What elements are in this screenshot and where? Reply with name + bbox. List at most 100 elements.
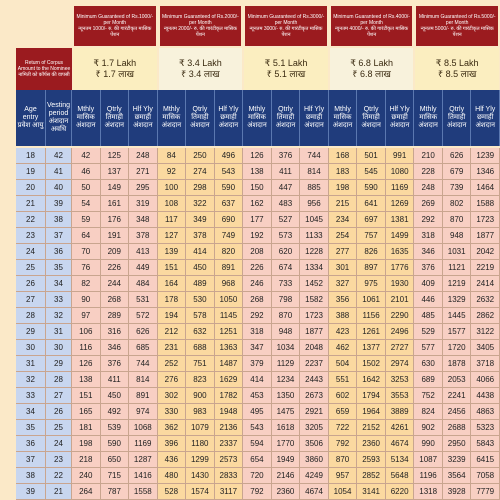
amount-cell: 3718 bbox=[471, 356, 500, 372]
text: 137 bbox=[107, 167, 121, 176]
amount-cell: 990 bbox=[414, 436, 443, 452]
text: 2042 bbox=[476, 247, 495, 256]
text: 6415 bbox=[476, 455, 495, 464]
text: 792 bbox=[335, 439, 350, 448]
text: 590 bbox=[364, 183, 378, 192]
text: 1475 bbox=[276, 407, 295, 416]
text: Hlf Yly bbox=[132, 106, 153, 113]
text: 975 bbox=[364, 279, 378, 288]
text: 824 bbox=[421, 407, 435, 416]
amount-cell: 198 bbox=[72, 436, 101, 452]
amount-cell: 1269 bbox=[385, 196, 415, 212]
text: 1121 bbox=[448, 263, 466, 272]
amount-cell: 4674 bbox=[385, 436, 415, 452]
text: 641 bbox=[364, 199, 378, 208]
amount-cell: 674 bbox=[271, 260, 301, 276]
text: 659 bbox=[335, 407, 350, 416]
text: 3506 bbox=[305, 439, 323, 448]
text: 29 bbox=[54, 359, 63, 368]
amount-cell: 450 bbox=[186, 260, 215, 276]
text: ₹ 6.8 Lakh bbox=[350, 58, 393, 68]
amount-cell: 2632 bbox=[471, 292, 500, 308]
text: 240 bbox=[79, 471, 93, 480]
amount-cell: 2688 bbox=[442, 420, 472, 436]
sub-header: Qtrly तिमाही अंशदान bbox=[100, 90, 130, 146]
amount-cell: 150 bbox=[243, 180, 272, 196]
text: 198 bbox=[79, 439, 93, 448]
corpus-value: ₹ 8.5 Lakh ₹ 8.5 लाख bbox=[415, 48, 499, 90]
text: 1234 bbox=[276, 375, 295, 384]
amount-cell: 1180 bbox=[186, 436, 215, 452]
amount-cell: 376 bbox=[414, 260, 443, 276]
text: 495 bbox=[250, 407, 264, 416]
text: 22 bbox=[26, 215, 35, 224]
amount-cell: 138 bbox=[243, 164, 272, 180]
text: 637 bbox=[221, 199, 236, 208]
text: 24 bbox=[54, 439, 63, 448]
amount-cell: 50 bbox=[72, 180, 101, 196]
text: 483 bbox=[278, 199, 293, 208]
text: 138 bbox=[250, 167, 264, 176]
amount-cell: 1068 bbox=[129, 420, 158, 436]
text: 7058 bbox=[476, 471, 495, 480]
amount-cell: 90 bbox=[72, 292, 101, 308]
text: छमाही अंशदान bbox=[218, 114, 239, 129]
text: 37 bbox=[26, 455, 35, 464]
text: 70 bbox=[81, 247, 91, 256]
amount-cell: 1582 bbox=[300, 292, 329, 308]
text: 2241 bbox=[447, 391, 466, 400]
amount-cell: 181 bbox=[72, 420, 101, 436]
amount-cell: 1145 bbox=[214, 308, 244, 324]
amount-cell: 688 bbox=[186, 340, 215, 356]
text: 1723 bbox=[476, 215, 495, 224]
text: 26 bbox=[26, 279, 35, 288]
amount-cell: 626 bbox=[129, 324, 158, 340]
text: 2852 bbox=[362, 471, 380, 480]
amount-cell: 4249 bbox=[300, 468, 329, 484]
amount-cell: 1034 bbox=[271, 340, 301, 356]
text: 2950 bbox=[447, 439, 466, 448]
text: 787 bbox=[107, 487, 121, 496]
amount-cell: 6415 bbox=[471, 452, 500, 468]
text: ₹ 8.5 Lakh bbox=[435, 58, 479, 68]
amount-cell: 2136 bbox=[214, 420, 244, 436]
amount-cell: 218 bbox=[72, 452, 101, 468]
amount-cell: 347 bbox=[243, 340, 272, 356]
corpus-label: Return of Corpus Amount to the Nominee ना… bbox=[16, 48, 72, 90]
amount-cell: 226 bbox=[100, 260, 130, 276]
amount-cell: 1642 bbox=[357, 372, 386, 388]
amount-cell: 679 bbox=[442, 164, 472, 180]
text: 181 bbox=[79, 423, 93, 432]
amount-cell: 957 bbox=[328, 468, 358, 484]
text: 1031 bbox=[447, 247, 466, 256]
sub-header: Qtrly तिमाही अंशदान bbox=[271, 90, 301, 146]
amount-cell: 388 bbox=[328, 308, 358, 324]
amount-cell: 379 bbox=[243, 356, 272, 372]
amount-cell: 530 bbox=[186, 292, 215, 308]
amount-cell: 162 bbox=[243, 196, 272, 212]
text: 2048 bbox=[305, 343, 323, 352]
amount-cell: 594 bbox=[243, 436, 272, 452]
amount-cell: 2048 bbox=[300, 340, 329, 356]
amount-cell: 484 bbox=[129, 276, 158, 292]
text: 590 bbox=[107, 439, 121, 448]
text: 1129 bbox=[276, 359, 295, 368]
amount-cell: 733 bbox=[271, 276, 301, 292]
amount-cell: 1877 bbox=[471, 228, 500, 244]
amount-cell: 891 bbox=[129, 388, 158, 404]
text: 84 bbox=[166, 151, 176, 160]
amount-cell: 3889 bbox=[385, 404, 415, 420]
text: 7779 bbox=[476, 487, 495, 496]
amount-cell: 1061 bbox=[357, 292, 386, 308]
amount-cell: 4674 bbox=[300, 484, 329, 500]
text: Hlf Yly bbox=[218, 106, 239, 113]
text: 1329 bbox=[447, 295, 466, 304]
text: 974 bbox=[136, 407, 150, 416]
text: Mthly bbox=[419, 106, 437, 113]
age-cell: 28 bbox=[16, 308, 46, 324]
amount-cell: 2219 bbox=[471, 260, 500, 276]
amount-cell: 1782 bbox=[214, 388, 244, 404]
text: Mthly bbox=[334, 106, 351, 113]
text: 1629 bbox=[219, 375, 238, 384]
text: 530 bbox=[193, 295, 207, 304]
